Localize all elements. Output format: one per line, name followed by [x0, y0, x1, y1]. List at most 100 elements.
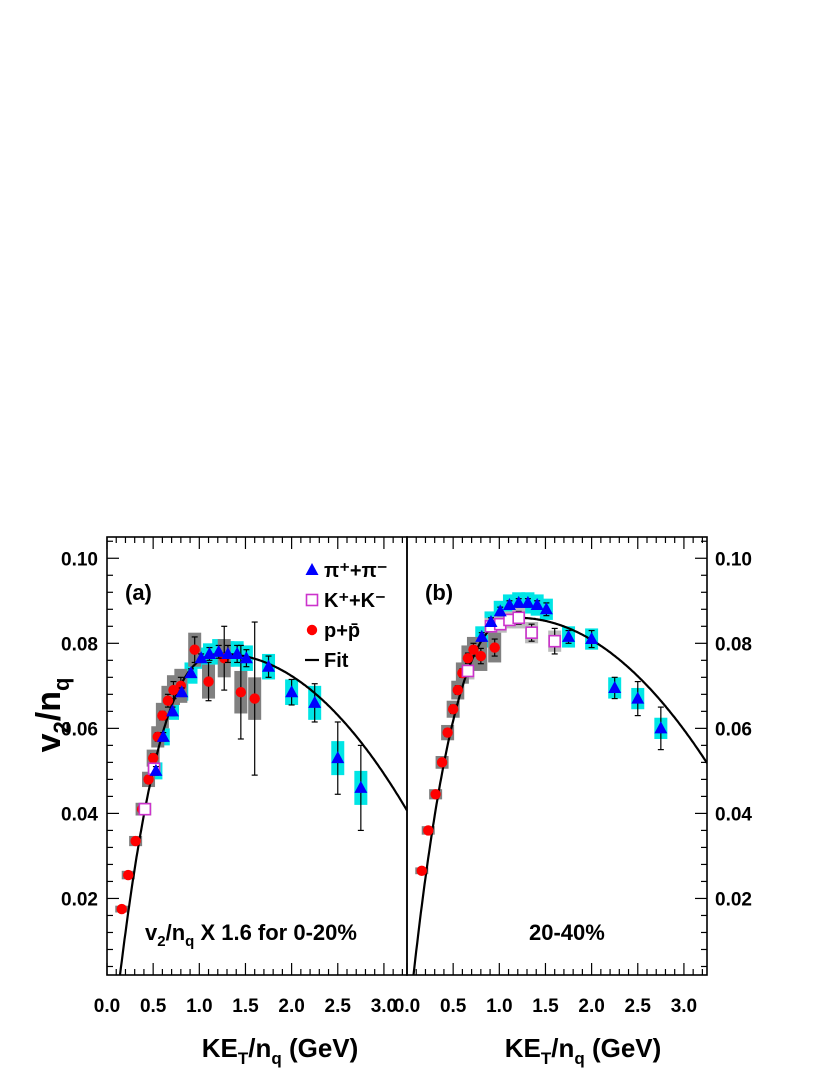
- pion-point: [175, 685, 189, 698]
- legend: π⁺+π⁻ K⁺+K⁻ p+p̄ Fit: [305, 560, 387, 672]
- pion-point: [285, 685, 299, 698]
- x-tick-label: 2.0: [278, 996, 304, 1017]
- proton-point: [447, 704, 459, 715]
- y-tick-label: 0.10: [61, 549, 98, 570]
- legend-label: K⁺+K⁻: [324, 590, 386, 612]
- pion-point: [230, 646, 244, 659]
- y-axis-title: v2/nq: [30, 678, 74, 753]
- y-axis-ticks: [107, 540, 119, 968]
- pion-point: [239, 651, 253, 664]
- pion-series: [475, 595, 668, 751]
- plot-frame: [406, 536, 708, 976]
- y-axis-ticks: [695, 540, 707, 968]
- x-tick-label: 0.5: [440, 996, 467, 1017]
- svg-text:v2/nq: v2/nq: [30, 678, 74, 753]
- proton-point: [249, 693, 260, 704]
- x-axis-title-a: KET/nq (GeV): [202, 1033, 359, 1068]
- proton-point: [462, 652, 474, 664]
- proton-point: [475, 650, 487, 662]
- proton-point: [189, 644, 200, 655]
- x-axis-ticks: [406, 537, 703, 975]
- y-tick-label: 0.04: [715, 804, 752, 825]
- svg-text:KET/nq (GeV): KET/nq (GeV): [202, 1033, 359, 1068]
- proton-point: [235, 687, 247, 698]
- legend-label: Fit: [324, 650, 349, 672]
- kaon-point: [138, 802, 152, 816]
- kaon-point: [525, 626, 538, 639]
- pion-point: [562, 629, 576, 642]
- pion-point: [331, 751, 345, 764]
- x-tick-label: 1.5: [532, 996, 559, 1017]
- y-tick-label: 0.06: [61, 719, 98, 740]
- legend-marker: [306, 624, 318, 636]
- kaon-point: [548, 634, 561, 648]
- pion-point: [221, 646, 235, 659]
- pion-point: [631, 691, 645, 704]
- proton-point: [203, 676, 214, 687]
- kaon-point: [461, 664, 475, 678]
- pion-point: [194, 651, 208, 664]
- proton-point: [162, 695, 174, 706]
- x-tick-label: 2.5: [325, 996, 352, 1017]
- legend-entry: K⁺+K⁻: [305, 590, 386, 612]
- pion-point: [149, 763, 163, 776]
- fit-curve: [118, 652, 407, 975]
- pion-point: [585, 632, 599, 645]
- centrality-note: 20-40%: [529, 920, 605, 945]
- y-tick-label: 0.08: [61, 634, 98, 655]
- x-tick-label: 3.0: [671, 996, 697, 1017]
- x-tick-label: 1.0: [186, 996, 212, 1017]
- pion-point: [654, 721, 668, 734]
- x-tick-label: 2.0: [578, 996, 604, 1017]
- panel-b: 0.0 0.5 1.0 1.5 2.0 2.5 3.0 0.02 0.04 0.06 0.08 0.1…: [394, 536, 752, 1017]
- proton-point: [468, 644, 479, 655]
- panel-a: 0.0 0.5 1.0 1.5 2.0 2.5 3.0 0.02 0.04 0.06 0.08 0.1…: [61, 536, 408, 1017]
- x-tick-label: 3.0: [371, 996, 397, 1017]
- x-tick-label: 0.0: [94, 996, 120, 1017]
- y-tick-label: 0.02: [715, 889, 752, 910]
- pion-point: [475, 629, 489, 642]
- pion-point: [512, 595, 526, 608]
- y-tick-label: 0.10: [715, 549, 752, 570]
- x-axis-ticks: [106, 537, 403, 975]
- legend-label: π⁺+π⁻: [324, 560, 387, 582]
- y-tick-label: 0.02: [61, 889, 98, 910]
- panel-label: (a): [125, 580, 152, 605]
- pion-point: [308, 695, 322, 708]
- pion-series: [149, 644, 368, 832]
- pion-point: [530, 598, 544, 611]
- pion-point: [262, 659, 276, 672]
- x-tick-label: 2.5: [625, 996, 652, 1017]
- pion-point: [166, 704, 180, 717]
- proton-point: [123, 869, 134, 881]
- y-tick-label: 0.04: [61, 804, 98, 825]
- pion-point: [539, 602, 553, 615]
- y-tick-label: 0.08: [715, 634, 752, 655]
- y-tick-label: 0.06: [715, 719, 752, 740]
- proton-point: [416, 865, 427, 877]
- pion-point: [521, 595, 535, 608]
- proton-point: [157, 710, 168, 721]
- proton-point: [452, 684, 463, 696]
- proton-point: [423, 825, 434, 836]
- legend-entry: π⁺+π⁻: [305, 560, 387, 582]
- kaon-point: [512, 611, 525, 625]
- x-axis-title-b: KET/nq (GeV): [505, 1033, 662, 1068]
- pion-point: [184, 666, 198, 679]
- legend-marker: [305, 563, 319, 575]
- legend-entry: Fit: [305, 650, 349, 672]
- x-tick-label: 0.0: [394, 996, 420, 1017]
- proton-point: [436, 757, 448, 768]
- proton-point: [143, 774, 154, 785]
- proton-point: [116, 903, 127, 915]
- proton-point: [130, 835, 141, 847]
- centrality-note: v2/nq X 1.6 for 0-20%: [145, 920, 357, 950]
- proton-point: [430, 789, 441, 800]
- pion-point: [354, 780, 368, 793]
- proton-point: [489, 642, 500, 653]
- pion-point: [484, 615, 498, 628]
- pion-point: [608, 680, 622, 693]
- x-tick-label: 1.5: [232, 996, 259, 1017]
- x-tick-label: 0.5: [140, 996, 167, 1017]
